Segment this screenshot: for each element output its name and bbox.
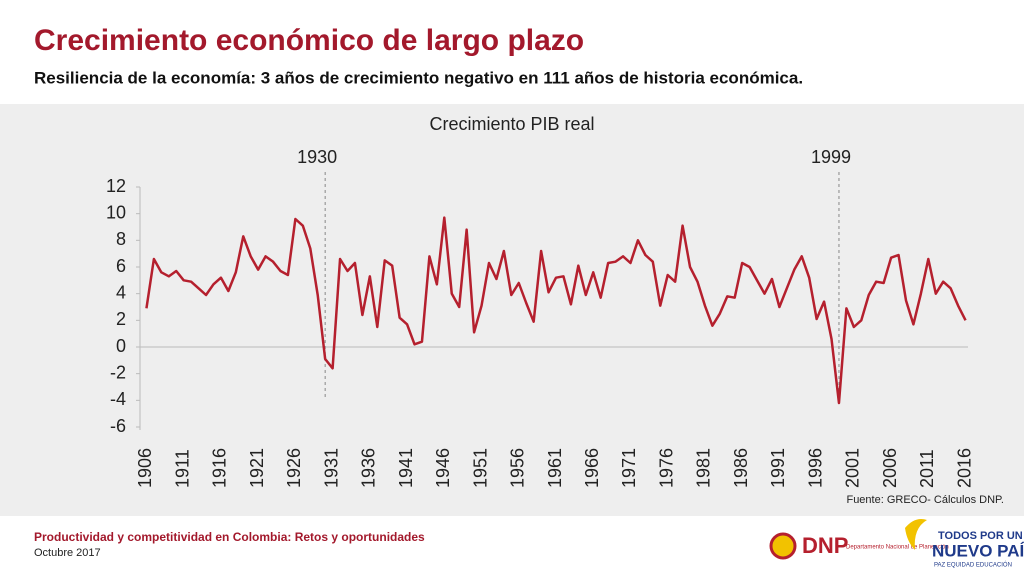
- x-tick-label: 1906: [135, 448, 155, 488]
- x-tick-label: 1951: [470, 448, 490, 488]
- x-tick-label: 1966: [582, 448, 602, 488]
- logo-dnp-sub: Departamento Nacional de Planeación: [846, 545, 949, 551]
- footer-title: Productividad y competitividad en Colomb…: [34, 530, 425, 544]
- logo-shield: [769, 532, 797, 560]
- chart-title: Crecimiento PIB real: [429, 114, 594, 134]
- y-tick-label: -6: [110, 416, 126, 436]
- y-tick-label: 2: [116, 309, 126, 329]
- x-tick-label: 2006: [880, 448, 900, 488]
- logo-top: TODOS POR UN: [938, 530, 1023, 542]
- x-tick-label: 1911: [172, 449, 192, 488]
- y-tick-label: 8: [116, 229, 126, 249]
- y-tick-label: -4: [110, 389, 126, 409]
- logo-dnp: DNP: [802, 533, 848, 558]
- logo-sub: PAZ EQUIDAD EDUCACIÓN: [934, 562, 1012, 569]
- x-tick-label: 1976: [656, 448, 676, 488]
- reference-label: 1999: [811, 147, 851, 167]
- x-tick-label: 1991: [768, 448, 788, 488]
- x-tick-label: 1941: [396, 448, 416, 488]
- x-tick-label: 1961: [545, 448, 565, 488]
- x-tick-label: 2001: [843, 448, 863, 488]
- y-tick-label: 6: [116, 256, 126, 276]
- x-tick-label: 1981: [694, 448, 714, 488]
- x-tick-label: 1956: [508, 448, 528, 488]
- x-tick-label: 1916: [210, 448, 230, 488]
- x-tick-label: 1986: [731, 448, 751, 488]
- source: Fuente: GRECO- Cálculos DNP.: [846, 494, 1004, 506]
- footer-date: Octubre 2017: [34, 547, 101, 559]
- chart-background: [0, 104, 1024, 516]
- logo-main: NUEVO PAÍS: [932, 541, 1024, 560]
- slide-subtitle: Resiliencia de la economía: 3 años de cr…: [34, 68, 803, 87]
- x-tick-label: 1946: [433, 448, 453, 488]
- x-tick-label: 2016: [954, 448, 974, 488]
- y-tick-label: 12: [106, 176, 126, 196]
- x-tick-label: 1936: [359, 448, 379, 488]
- reference-label: 1930: [297, 147, 337, 167]
- y-tick-label: 0: [116, 336, 126, 356]
- y-tick-label: 4: [116, 282, 126, 302]
- x-tick-label: 1921: [247, 448, 267, 488]
- y-tick-label: 10: [106, 202, 126, 222]
- slide-title: Crecimiento económico de largo plazo: [34, 24, 584, 57]
- x-tick-label: 2011: [917, 449, 937, 488]
- x-tick-label: 1926: [284, 448, 304, 488]
- logo-swoosh: [905, 519, 927, 550]
- x-tick-label: 1971: [619, 448, 639, 488]
- x-tick-label: 1996: [805, 448, 825, 488]
- x-tick-label: 1931: [321, 448, 341, 488]
- line-series: [145, 216, 967, 405]
- y-tick-label: -2: [110, 362, 126, 382]
